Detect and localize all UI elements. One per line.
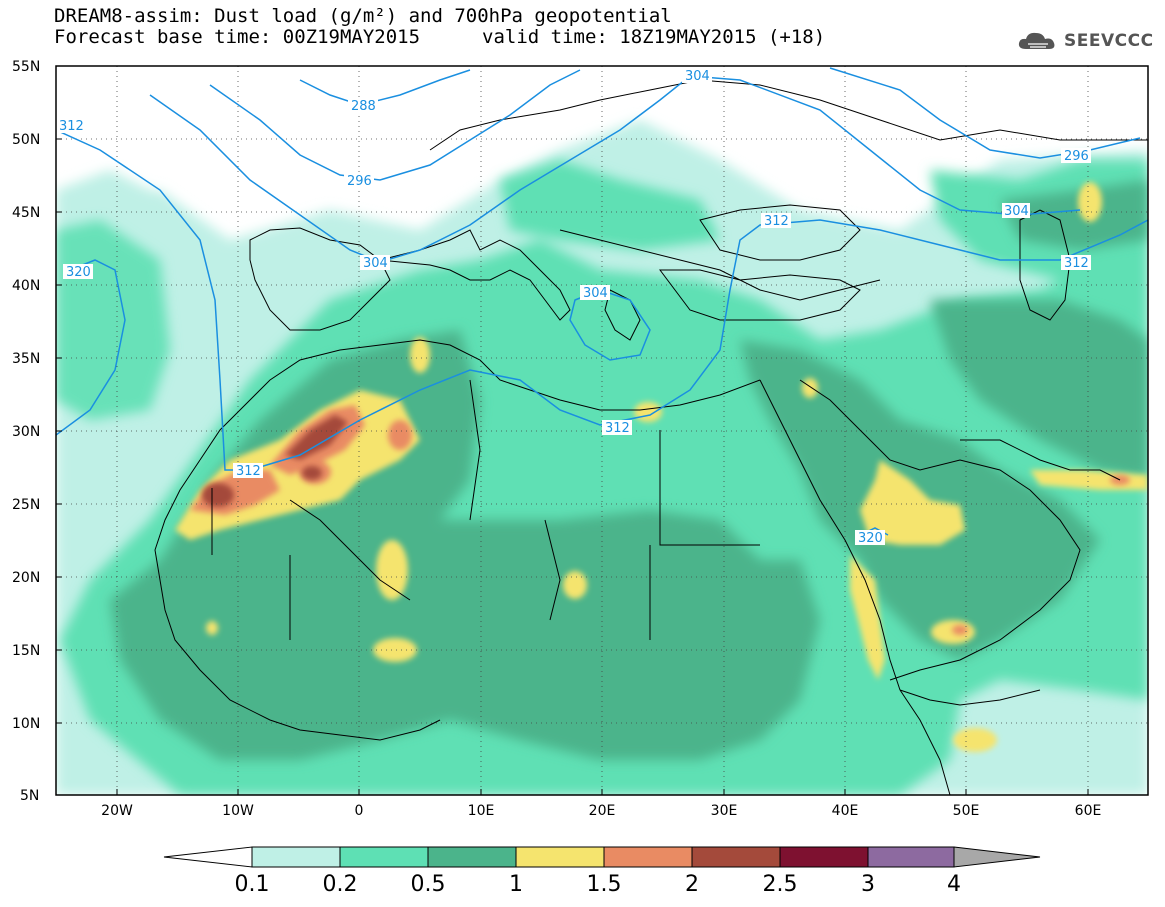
cloud-logo-icon bbox=[1018, 32, 1055, 49]
lon-label: 20E bbox=[589, 803, 616, 819]
lat-label: 55N bbox=[12, 59, 40, 75]
lat-label: 15N bbox=[12, 643, 40, 659]
colorbar-over-arrow bbox=[953, 846, 1041, 868]
colorbar-segment bbox=[691, 846, 781, 868]
lat-label: 50N bbox=[12, 132, 40, 148]
colorbar-segment bbox=[339, 846, 429, 868]
lat-label: 25N bbox=[12, 497, 40, 513]
latitude-labels: 55N 50N 45N 40N 35N 30N 25N 20N 15N 10N … bbox=[12, 59, 40, 804]
colorbar-tick: 4 bbox=[947, 872, 961, 897]
lon-label: 50E bbox=[953, 803, 980, 819]
colorbar-segment bbox=[251, 846, 341, 868]
colorbar-segment bbox=[427, 846, 517, 868]
valid-time: valid time: 18Z19MAY2015 (+18) bbox=[482, 26, 826, 48]
contour-label-304: 304 bbox=[363, 256, 388, 271]
colorbar-tick: 0.1 bbox=[235, 872, 270, 897]
lon-label: 40E bbox=[832, 803, 859, 819]
axis-ticks bbox=[56, 65, 1089, 795]
contour-label-288: 288 bbox=[351, 99, 376, 114]
contour-label-320b: 320 bbox=[858, 531, 883, 546]
colorbar-labels: 0.1 0.2 0.5 1 1.5 2 2.5 3 4 bbox=[235, 872, 962, 897]
colorbar-tick: 0.2 bbox=[323, 872, 358, 897]
contour-label-296b: 296 bbox=[1064, 149, 1089, 164]
colorbar-segment bbox=[603, 846, 693, 868]
seevccc-logo: SEEVCCC bbox=[1016, 28, 1154, 54]
contour-label-296: 296 bbox=[347, 174, 372, 189]
contour-label-312c: 312 bbox=[605, 421, 630, 436]
colorbar-tick: 3 bbox=[861, 872, 875, 897]
lon-label: 10E bbox=[468, 803, 495, 819]
contour-label-312b: 312 bbox=[764, 214, 789, 229]
lon-label: 10W bbox=[222, 803, 254, 819]
colorbar-segment bbox=[779, 846, 869, 868]
contour-labels: 288 296 304 312 320 304 312 296 304 312 … bbox=[56, 68, 1091, 546]
lon-label: 20W bbox=[101, 803, 133, 819]
lat-label: 10N bbox=[12, 716, 40, 732]
contour-label-304d: 304 bbox=[1004, 204, 1029, 219]
lat-label: 30N bbox=[12, 424, 40, 440]
lon-label: 30E bbox=[711, 803, 738, 819]
contour-label-312: 312 bbox=[59, 119, 84, 134]
colorbar-tick: 2.5 bbox=[763, 872, 798, 897]
colorbar-tick: 1 bbox=[509, 872, 523, 897]
lat-label: 5N bbox=[20, 788, 39, 804]
colorbar-tick: 2 bbox=[685, 872, 699, 897]
colorbar-segment bbox=[515, 846, 605, 868]
lat-label: 40N bbox=[12, 278, 40, 294]
logo-text: SEEVCCC bbox=[1064, 31, 1154, 51]
forecast-base-time: Forecast base time: 00Z19MAY2015 bbox=[54, 26, 421, 48]
contour-label-304c: 304 bbox=[583, 286, 608, 301]
contour-label-312e: 312 bbox=[1064, 256, 1089, 271]
lat-label: 20N bbox=[12, 570, 40, 586]
longitude-labels: 20W 10W 0 10E 20E 30E 40E 50E 60E bbox=[101, 803, 1101, 819]
colorbar-under-arrow bbox=[163, 846, 253, 868]
contour-label-312d: 312 bbox=[236, 464, 261, 479]
lat-label: 45N bbox=[12, 205, 40, 221]
colorbar-tick: 1.5 bbox=[587, 872, 622, 897]
geopotential-contours bbox=[56, 67, 1148, 536]
map-title: DREAM8-assim: Dust load (g/m²) and 700hP… bbox=[54, 5, 672, 27]
lon-label: 0 bbox=[355, 803, 364, 819]
graticule bbox=[56, 66, 1148, 795]
colorbar bbox=[163, 846, 1041, 868]
contour-label-320: 320 bbox=[66, 265, 91, 280]
dust-load-field bbox=[56, 120, 1148, 795]
lat-label: 35N bbox=[12, 351, 40, 367]
contour-label-304b: 304 bbox=[685, 69, 710, 84]
colorbar-segment bbox=[867, 846, 955, 868]
colorbar-tick: 0.5 bbox=[411, 872, 446, 897]
lon-label: 60E bbox=[1075, 803, 1102, 819]
